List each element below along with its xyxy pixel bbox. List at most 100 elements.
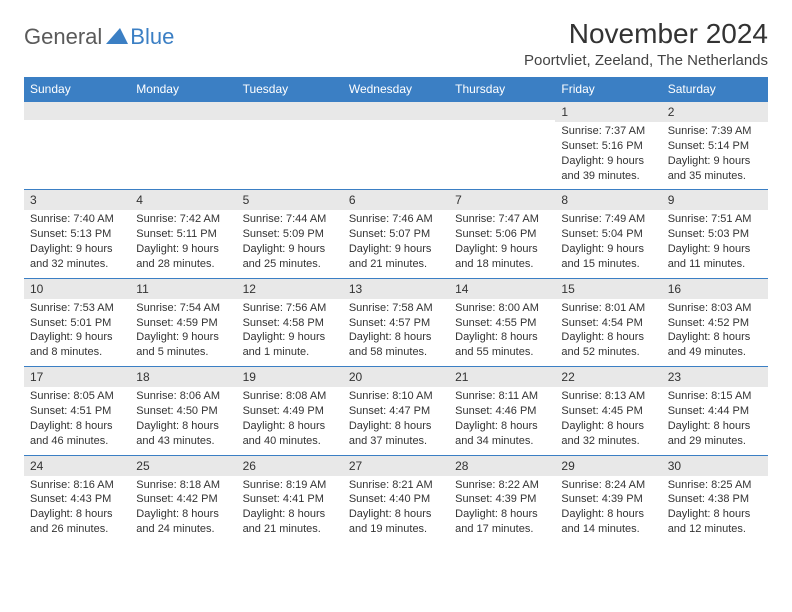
day-body: Sunrise: 8:22 AMSunset: 4:39 PMDaylight:… — [449, 476, 555, 543]
daylight-text-1: Daylight: 8 hours — [136, 507, 230, 522]
daylight-text-2: and 14 minutes. — [561, 522, 655, 537]
day-number: 9 — [662, 190, 768, 210]
sunset-text: Sunset: 5:09 PM — [243, 227, 337, 242]
daylight-text-2: and 5 minutes. — [136, 345, 230, 360]
daylight-text-2: and 34 minutes. — [455, 434, 549, 449]
day-body-empty — [24, 120, 130, 176]
day-header: Friday — [555, 77, 661, 102]
daylight-text-2: and 43 minutes. — [136, 434, 230, 449]
day-body: Sunrise: 7:40 AMSunset: 5:13 PMDaylight:… — [24, 210, 130, 277]
calendar-day-cell: 19Sunrise: 8:08 AMSunset: 4:49 PMDayligh… — [237, 367, 343, 455]
day-number: 15 — [555, 279, 661, 299]
sunrise-text: Sunrise: 8:03 AM — [668, 301, 762, 316]
day-number: 5 — [237, 190, 343, 210]
day-body: Sunrise: 8:24 AMSunset: 4:39 PMDaylight:… — [555, 476, 661, 543]
day-body: Sunrise: 8:19 AMSunset: 4:41 PMDaylight:… — [237, 476, 343, 543]
day-number: 3 — [24, 190, 130, 210]
sunrise-text: Sunrise: 8:00 AM — [455, 301, 549, 316]
daylight-text-2: and 8 minutes. — [30, 345, 124, 360]
sunset-text: Sunset: 5:03 PM — [668, 227, 762, 242]
daylight-text-1: Daylight: 9 hours — [349, 242, 443, 257]
sunset-text: Sunset: 5:13 PM — [30, 227, 124, 242]
calendar-day-cell: 9 Sunrise: 7:51 AMSunset: 5:03 PMDaylight… — [662, 190, 768, 278]
calendar-day-cell: 8Sunrise: 7:49 AMSunset: 5:04 PMDaylight… — [555, 190, 661, 278]
logo: General Blue — [24, 24, 174, 50]
day-body: Sunrise: 7:53 AMSunset: 5:01 PMDaylight:… — [24, 299, 130, 366]
sunrise-text: Sunrise: 7:46 AM — [349, 212, 443, 227]
daylight-text-2: and 58 minutes. — [349, 345, 443, 360]
sunrise-text: Sunrise: 8:05 AM — [30, 389, 124, 404]
daylight-text-2: and 29 minutes. — [668, 434, 762, 449]
daylight-text-1: Daylight: 8 hours — [455, 419, 549, 434]
day-body: Sunrise: 7:56 AMSunset: 4:58 PMDaylight:… — [237, 299, 343, 366]
daylight-text-2: and 39 minutes. — [561, 169, 655, 184]
daylight-text-1: Daylight: 9 hours — [668, 242, 762, 257]
day-body: Sunrise: 8:00 AMSunset: 4:55 PMDaylight:… — [449, 299, 555, 366]
daylight-text-2: and 12 minutes. — [668, 522, 762, 537]
day-number: 7 — [449, 190, 555, 210]
daylight-text-1: Daylight: 9 hours — [561, 242, 655, 257]
day-body: Sunrise: 8:15 AMSunset: 4:44 PMDaylight:… — [662, 387, 768, 454]
calendar-week-row: 1Sunrise: 7:37 AMSunset: 5:16 PMDaylight… — [24, 102, 768, 190]
day-number-empty — [24, 102, 130, 120]
sunset-text: Sunset: 4:51 PM — [30, 404, 124, 419]
daylight-text-2: and 32 minutes. — [30, 257, 124, 272]
daylight-text-2: and 28 minutes. — [136, 257, 230, 272]
calendar-day-cell: 6Sunrise: 7:46 AMSunset: 5:07 PMDaylight… — [343, 190, 449, 278]
sunset-text: Sunset: 5:11 PM — [136, 227, 230, 242]
daylight-text-1: Daylight: 9 hours — [455, 242, 549, 257]
daylight-text-1: Daylight: 9 hours — [136, 242, 230, 257]
day-number: 28 — [449, 456, 555, 476]
page-header: General Blue November 2024 Poortvliet, Z… — [24, 18, 768, 69]
daylight-text-2: and 40 minutes. — [243, 434, 337, 449]
calendar-week-row: 10Sunrise: 7:53 AMSunset: 5:01 PMDayligh… — [24, 278, 768, 366]
sunrise-text: Sunrise: 7:54 AM — [136, 301, 230, 316]
daylight-text-1: Daylight: 8 hours — [243, 419, 337, 434]
sunrise-text: Sunrise: 7:51 AM — [668, 212, 762, 227]
day-body: Sunrise: 8:03 AMSunset: 4:52 PMDaylight:… — [662, 299, 768, 366]
sunset-text: Sunset: 4:58 PM — [243, 316, 337, 331]
day-number: 29 — [555, 456, 661, 476]
day-number: 16 — [662, 279, 768, 299]
sunset-text: Sunset: 5:06 PM — [455, 227, 549, 242]
calendar-day-cell: 20Sunrise: 8:10 AMSunset: 4:47 PMDayligh… — [343, 367, 449, 455]
day-number-empty — [449, 102, 555, 120]
daylight-text-2: and 26 minutes. — [30, 522, 124, 537]
day-body-empty — [449, 120, 555, 176]
day-number: 6 — [343, 190, 449, 210]
calendar-day-cell: 10Sunrise: 7:53 AMSunset: 5:01 PMDayligh… — [24, 278, 130, 366]
sunset-text: Sunset: 4:39 PM — [561, 492, 655, 507]
sunset-text: Sunset: 4:47 PM — [349, 404, 443, 419]
sunrise-text: Sunrise: 8:06 AM — [136, 389, 230, 404]
calendar-page: General Blue November 2024 Poortvliet, Z… — [0, 0, 792, 543]
day-body: Sunrise: 8:05 AMSunset: 4:51 PMDaylight:… — [24, 387, 130, 454]
calendar-day-cell: 11Sunrise: 7:54 AMSunset: 4:59 PMDayligh… — [130, 278, 236, 366]
daylight-text-2: and 21 minutes. — [243, 522, 337, 537]
day-body: Sunrise: 8:18 AMSunset: 4:42 PMDaylight:… — [130, 476, 236, 543]
sunrise-text: Sunrise: 8:08 AM — [243, 389, 337, 404]
daylight-text-1: Daylight: 9 hours — [30, 242, 124, 257]
calendar-day-cell: 17Sunrise: 8:05 AMSunset: 4:51 PMDayligh… — [24, 367, 130, 455]
daylight-text-1: Daylight: 8 hours — [668, 330, 762, 345]
day-number: 24 — [24, 456, 130, 476]
day-number: 20 — [343, 367, 449, 387]
calendar-day-cell: 23Sunrise: 8:15 AMSunset: 4:44 PMDayligh… — [662, 367, 768, 455]
day-number-empty — [237, 102, 343, 120]
day-body: Sunrise: 7:42 AMSunset: 5:11 PMDaylight:… — [130, 210, 236, 277]
daylight-text-2: and 17 minutes. — [455, 522, 549, 537]
calendar-day-cell: 12Sunrise: 7:56 AMSunset: 4:58 PMDayligh… — [237, 278, 343, 366]
sunset-text: Sunset: 5:14 PM — [668, 139, 762, 154]
calendar-day-cell — [449, 102, 555, 190]
daylight-text-2: and 37 minutes. — [349, 434, 443, 449]
daylight-text-2: and 35 minutes. — [668, 169, 762, 184]
calendar-day-cell: 1Sunrise: 7:37 AMSunset: 5:16 PMDaylight… — [555, 102, 661, 190]
logo-triangle-icon — [106, 26, 128, 49]
daylight-text-1: Daylight: 8 hours — [455, 330, 549, 345]
calendar-day-cell: 22Sunrise: 8:13 AMSunset: 4:45 PMDayligh… — [555, 367, 661, 455]
daylight-text-1: Daylight: 8 hours — [349, 419, 443, 434]
sunrise-text: Sunrise: 7:58 AM — [349, 301, 443, 316]
calendar-table: Sunday Monday Tuesday Wednesday Thursday… — [24, 77, 768, 543]
calendar-day-cell: 16Sunrise: 8:03 AMSunset: 4:52 PMDayligh… — [662, 278, 768, 366]
daylight-text-2: and 55 minutes. — [455, 345, 549, 360]
daylight-text-2: and 21 minutes. — [349, 257, 443, 272]
